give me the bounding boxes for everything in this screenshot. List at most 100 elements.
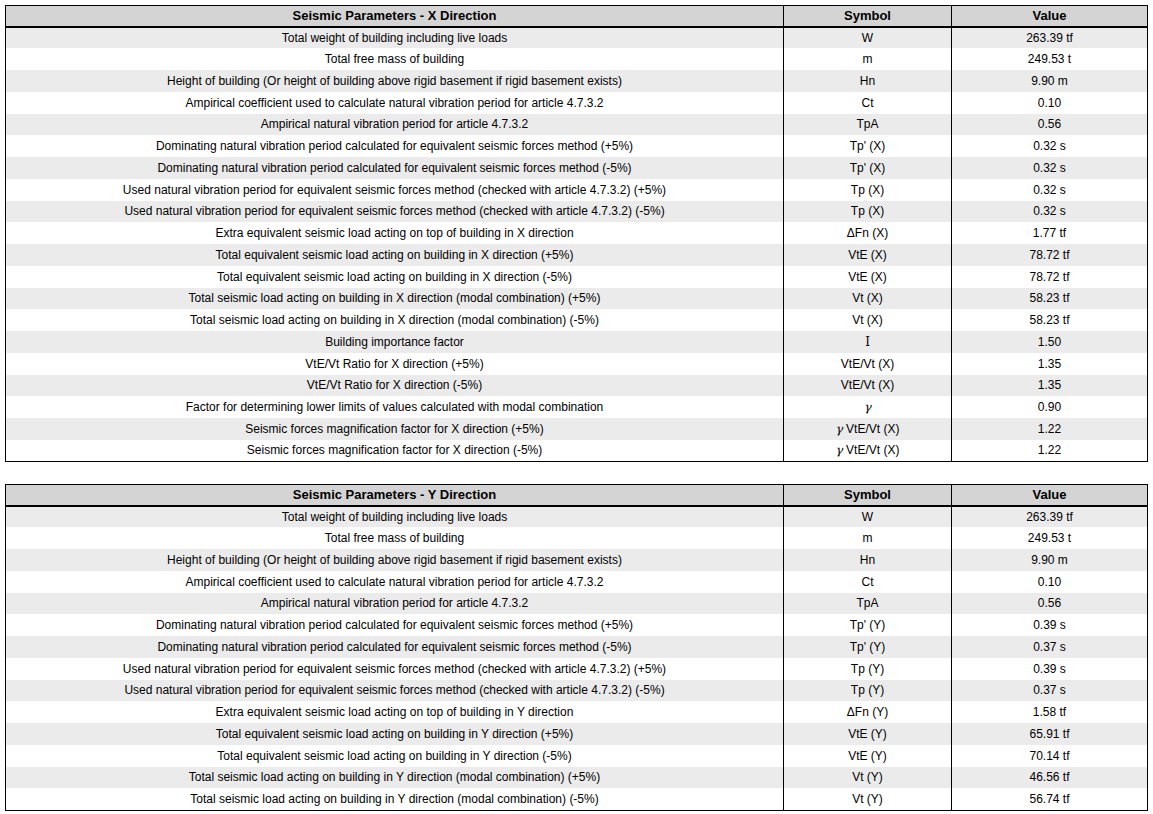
parameter-value: 1.35 (952, 353, 1148, 375)
parameter-value: 78.72 tf (952, 266, 1148, 288)
parameter-value: 249.53 t (952, 527, 1148, 549)
parameter-value: 58.23 tf (952, 288, 1148, 310)
table-row: Total seismic load acting on building in… (6, 288, 1148, 310)
parameter-symbol: Tp' (Y) (784, 636, 952, 658)
parameter-description: Height of building (Or height of buildin… (6, 70, 784, 92)
parameter-value: 0.56 (952, 593, 1148, 615)
parameter-value: 0.90 (952, 396, 1148, 418)
parameter-value: 78.72 tf (952, 244, 1148, 266)
parameter-value: 1.22 (952, 418, 1148, 440)
parameter-symbol: ΔFn (X) (784, 222, 952, 244)
table-row: Building importance factor I 1.50 (6, 331, 1148, 353)
parameter-description: Total free mass of building (6, 527, 784, 549)
parameter-description: Used natural vibration period for equiva… (6, 201, 784, 223)
parameter-symbol: Hn (784, 549, 952, 571)
parameter-value: 263.39 tf (952, 506, 1148, 528)
gamma-symbol: γ (836, 443, 843, 457)
parameter-value: 0.32 s (952, 157, 1148, 179)
parameter-description: Used natural vibration period for equiva… (6, 179, 784, 201)
table-row: Total seismic load acting on building in… (6, 767, 1148, 789)
parameter-symbol: Ct (784, 92, 952, 114)
parameter-symbol: Tp (Y) (784, 680, 952, 702)
parameter-value: 70.14 tf (952, 745, 1148, 767)
parameter-symbol: VtE/Vt (X) (784, 353, 952, 375)
parameter-description: Total seismic load acting on building in… (6, 288, 784, 310)
parameter-value: 263.39 tf (952, 27, 1148, 49)
parameter-description: Ampirical coefficient used to calculate … (6, 92, 784, 114)
table-row: Total equivalent seismic load acting on … (6, 745, 1148, 767)
parameter-symbol: ΔFn (Y) (784, 701, 952, 723)
parameter-symbol: m (784, 48, 952, 70)
parameter-description: Total equivalent seismic load acting on … (6, 244, 784, 266)
table-row: Total equivalent seismic load acting on … (6, 266, 1148, 288)
table-row: Dominating natural vibration period calc… (6, 614, 1148, 636)
parameter-value: 249.53 t (952, 48, 1148, 70)
table-row: Used natural vibration period for equiva… (6, 201, 1148, 223)
parameter-description: Total weight of building including live … (6, 506, 784, 528)
parameter-symbol: VtE/Vt (X) (784, 375, 952, 397)
parameter-symbol: Vt (Y) (784, 788, 952, 810)
parameter-symbol: γ VtE/Vt (X) (784, 418, 952, 440)
parameter-value: 65.91 tf (952, 723, 1148, 745)
parameter-description: Total seismic load acting on building in… (6, 309, 784, 331)
parameter-description: VtE/Vt Ratio for X direction (+5%) (6, 353, 784, 375)
parameter-symbol: W (784, 27, 952, 49)
table-row: Total equivalent seismic load acting on … (6, 244, 1148, 266)
parameter-symbol: Vt (X) (784, 288, 952, 310)
parameter-value: 0.37 s (952, 680, 1148, 702)
table-row: Seismic forces magnification factor for … (6, 440, 1148, 462)
table-row: Height of building (Or height of buildin… (6, 70, 1148, 92)
parameter-description: Dominating natural vibration period calc… (6, 636, 784, 658)
table-row: Extra equivalent seismic load acting on … (6, 701, 1148, 723)
parameter-value: 0.32 s (952, 179, 1148, 201)
parameter-description: Total free mass of building (6, 48, 784, 70)
parameter-value: 0.39 s (952, 658, 1148, 680)
parameter-symbol: Tp (Y) (784, 658, 952, 680)
parameter-symbol: VtE (X) (784, 266, 952, 288)
parameter-symbol: Ct (784, 571, 952, 593)
parameter-description: Dominating natural vibration period calc… (6, 157, 784, 179)
parameter-symbol: VtE (Y) (784, 723, 952, 745)
parameter-value: 0.32 s (952, 135, 1148, 157)
parameter-description: Ampirical natural vibration period for a… (6, 593, 784, 615)
parameter-description: Total seismic load acting on building in… (6, 788, 784, 810)
table-row: Total free mass of building m 249.53 t (6, 48, 1148, 70)
parameter-value: 0.32 s (952, 201, 1148, 223)
parameter-description: Ampirical natural vibration period for a… (6, 114, 784, 136)
table-row: Used natural vibration period for equiva… (6, 179, 1148, 201)
table-row: Total seismic load acting on building in… (6, 788, 1148, 810)
parameter-symbol: W (784, 506, 952, 528)
table-row: Ampirical natural vibration period for a… (6, 593, 1148, 615)
table-row: Total equivalent seismic load acting on … (6, 723, 1148, 745)
table-row: Total weight of building including live … (6, 27, 1148, 49)
parameter-description: Ampirical coefficient used to calculate … (6, 571, 784, 593)
table-row: Total seismic load acting on building in… (6, 309, 1148, 331)
parameter-symbol: m (784, 527, 952, 549)
parameter-symbol: TpA (784, 593, 952, 615)
parameter-description: Height of building (Or height of buildin… (6, 549, 784, 571)
parameter-value: 1.22 (952, 440, 1148, 462)
column-header-symbol: Symbol (784, 6, 952, 27)
table-header-row: Seismic Parameters - X Direction Symbol … (6, 6, 1148, 27)
table-row: Ampirical coefficient used to calculate … (6, 92, 1148, 114)
table-row: VtE/Vt Ratio for X direction (+5%) VtE/V… (6, 353, 1148, 375)
column-header-value: Value (952, 485, 1148, 506)
table-row: Dominating natural vibration period calc… (6, 157, 1148, 179)
parameter-description: Factor for determining lower limits of v… (6, 396, 784, 418)
parameter-value: 1.58 tf (952, 701, 1148, 723)
column-header-symbol: Symbol (784, 485, 952, 506)
parameter-symbol: Vt (X) (784, 309, 952, 331)
table-row: Extra equivalent seismic load acting on … (6, 222, 1148, 244)
parameter-description: Used natural vibration period for equiva… (6, 658, 784, 680)
parameter-symbol: VtE (X) (784, 244, 952, 266)
table-row: Total free mass of building m 249.53 t (6, 527, 1148, 549)
parameter-description: Extra equivalent seismic load acting on … (6, 222, 784, 244)
parameter-value: 0.37 s (952, 636, 1148, 658)
parameter-symbol: Tp' (Y) (784, 614, 952, 636)
table-row: VtE/Vt Ratio for X direction (-5%) VtE/V… (6, 375, 1148, 397)
parameter-symbol: VtE (Y) (784, 745, 952, 767)
report-page: Seismic Parameters - X Direction Symbol … (0, 0, 1153, 814)
parameter-symbol: TpA (784, 114, 952, 136)
table-row: Used natural vibration period for equiva… (6, 680, 1148, 702)
parameter-value: 1.77 tf (952, 222, 1148, 244)
